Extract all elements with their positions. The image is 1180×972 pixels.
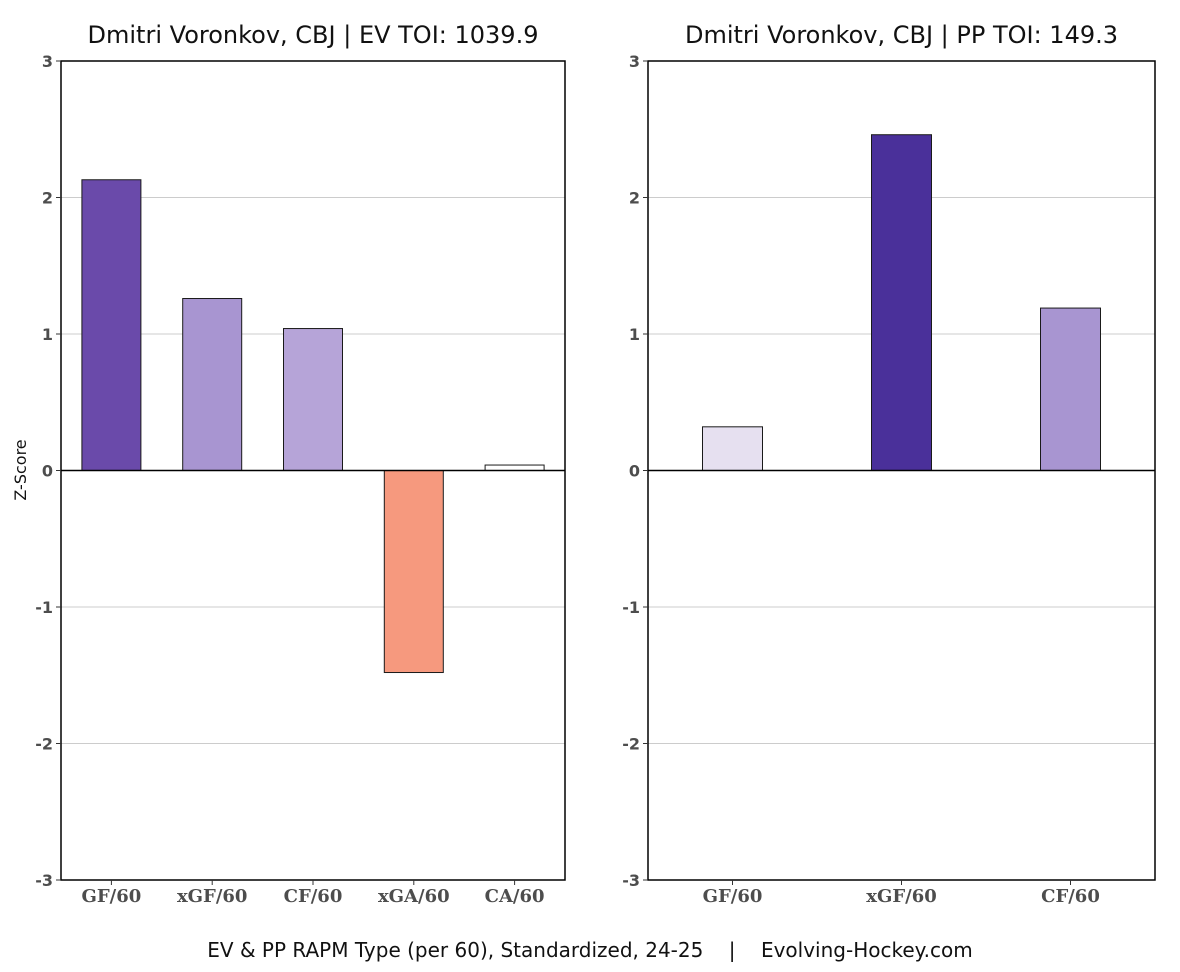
y-tick-label: 0	[629, 462, 640, 481]
chart-caption: EV & PP RAPM Type (per 60), Standardized…	[207, 938, 972, 962]
y-tick-label: 1	[629, 325, 640, 344]
y-tick-label: 2	[629, 189, 640, 208]
x-tick-label: xGA/60	[378, 886, 450, 907]
y-tick-label: -2	[35, 735, 53, 754]
bar-xga-60	[383, 470, 444, 674]
x-tick-label: GF/60	[703, 886, 763, 907]
bar-gf-60	[81, 179, 142, 471]
x-tick-label: CF/60	[1041, 886, 1100, 907]
bar-xgf-60	[182, 298, 243, 472]
x-tick-label: xGF/60	[866, 886, 937, 907]
x-tick-label: CF/60	[284, 886, 343, 907]
y-tick-label: -3	[35, 871, 53, 890]
chart-title-2: Dmitri Voronkov, CBJ | PP TOI: 149.3	[685, 21, 1118, 49]
bar-cf-60	[1040, 307, 1101, 471]
bar-xgf-60	[871, 134, 932, 472]
y-tick-label: -3	[622, 871, 640, 890]
y-tick-label: 3	[629, 52, 640, 71]
bar-cf-60	[283, 328, 343, 472]
y-tick-label: 1	[42, 325, 53, 344]
y-tick-label: -1	[35, 598, 53, 617]
y-tick-label: -2	[622, 735, 640, 754]
y-tick-label: 3	[42, 52, 53, 71]
x-tick-label: GF/60	[82, 886, 142, 907]
y-tick-label: 0	[42, 462, 53, 481]
y-tick-label: -1	[622, 598, 640, 617]
y-axis-title: Z-Score	[11, 439, 30, 500]
chart-title-1: Dmitri Voronkov, CBJ | EV TOI: 1039.9	[88, 21, 539, 49]
x-tick-label: xGF/60	[177, 886, 248, 907]
bar-ca-60	[484, 464, 545, 472]
y-tick-label: 2	[42, 189, 53, 208]
bar-gf-60	[702, 426, 763, 472]
x-tick-label: CA/60	[485, 886, 545, 907]
